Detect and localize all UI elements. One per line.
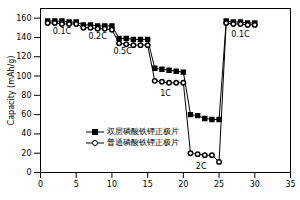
svg-text:0.1C: 0.1C (53, 27, 72, 36)
svg-text:35: 35 (285, 180, 295, 189)
svg-text:0: 0 (26, 168, 31, 177)
svg-text:0: 0 (38, 180, 43, 189)
svg-text:20: 20 (178, 180, 188, 189)
html-text:普通磷酸铁锂正极片: 普通磷酸铁锂正极片 (107, 138, 179, 147)
svg-text:25: 25 (214, 180, 224, 189)
svg-text:1C: 1C (160, 89, 171, 98)
svg-text:160: 160 (16, 14, 31, 23)
svg-text:0.5C: 0.5C (113, 47, 132, 56)
svg-text:20: 20 (21, 149, 31, 158)
svg-text:30: 30 (250, 180, 260, 189)
svg-text:100: 100 (16, 72, 31, 81)
svg-text:5: 5 (74, 180, 79, 189)
svg-text:10: 10 (107, 180, 117, 189)
svg-text:Capacity (mAh/g): Capacity (mAh/g) (7, 56, 16, 126)
svg-text:40: 40 (21, 129, 31, 138)
svg-text:2C: 2C (196, 162, 207, 171)
svg-text:120: 120 (16, 52, 31, 61)
html-text:双层磷酸铁锂正极片: 双层磷酸铁锂正极片 (107, 127, 179, 136)
svg-text:0.2C: 0.2C (88, 32, 107, 41)
svg-text:140: 140 (16, 33, 31, 42)
svg-text:15: 15 (143, 180, 153, 189)
svg-text:60: 60 (21, 110, 31, 119)
svg-text:0.1C: 0.1C (231, 30, 250, 39)
svg-text:80: 80 (21, 91, 31, 100)
